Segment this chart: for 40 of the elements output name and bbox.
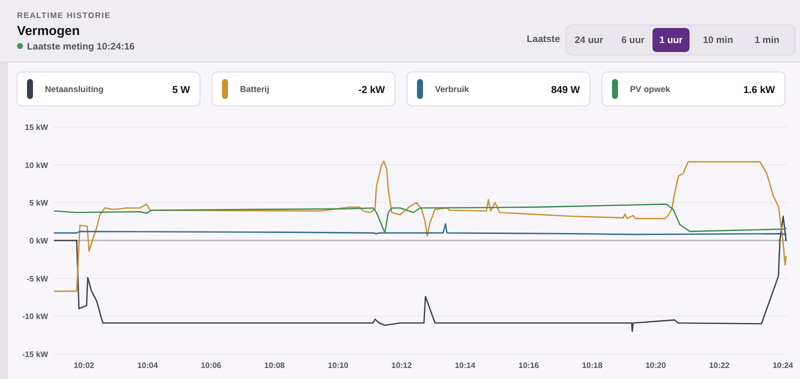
- y-tick-label: 10 kW: [24, 160, 48, 170]
- y-tick-label: 0 kW: [29, 236, 48, 246]
- x-tick-label: 10:20: [645, 361, 666, 370]
- legend-label: Verbruik: [435, 84, 470, 94]
- y-tick-label: -10 kW: [22, 312, 48, 322]
- x-tick-label: 10:12: [391, 361, 412, 370]
- legend-label: PV opwek: [630, 84, 670, 94]
- text: 1 min: [754, 35, 780, 46]
- text: 1 uur: [659, 35, 683, 46]
- chart-title: Vermogen: [17, 23, 80, 38]
- x-tick-label: 10:22: [709, 361, 730, 370]
- text: 10 min: [702, 35, 734, 46]
- x-tick-label: 10:10: [328, 361, 349, 370]
- x-tick-label: 10:18: [582, 361, 603, 370]
- y-tick-label: -15 kW: [22, 350, 48, 359]
- x-tick-label: 10:16: [518, 361, 540, 370]
- line-series: [54, 216, 787, 332]
- x-tick-label: 10:06: [200, 361, 222, 370]
- text: 1.6 kW: [743, 85, 776, 96]
- text: 24 uur: [574, 35, 604, 46]
- text: 6 uur: [621, 35, 645, 46]
- x-tick-label: 10:14: [454, 361, 476, 370]
- legend-label: Netaansluiting: [45, 84, 104, 94]
- text: 5 W: [172, 85, 191, 96]
- text: 849 W: [551, 85, 581, 96]
- text: REALTIME HISTORIE: [17, 11, 111, 20]
- y-tick-label: 15 kW: [24, 123, 48, 132]
- y-tick-label: 5 kW: [29, 198, 48, 208]
- legend-label: Batterij: [240, 84, 270, 94]
- line-series: [54, 223, 787, 236]
- y-tick-label: -5 kW: [26, 274, 48, 284]
- line-series: [54, 160, 787, 292]
- text: Laatste: [526, 34, 560, 45]
- line-series: [54, 204, 787, 234]
- chart-subtitle: Laatste meting 10:24:16: [27, 42, 135, 52]
- x-tick-label: 10:04: [137, 361, 158, 370]
- x-tick-label: 10:02: [74, 361, 95, 370]
- text: -2 kW: [358, 85, 386, 96]
- x-tick-label: 10:08: [264, 361, 286, 370]
- x-tick-label: 10:24: [772, 361, 794, 370]
